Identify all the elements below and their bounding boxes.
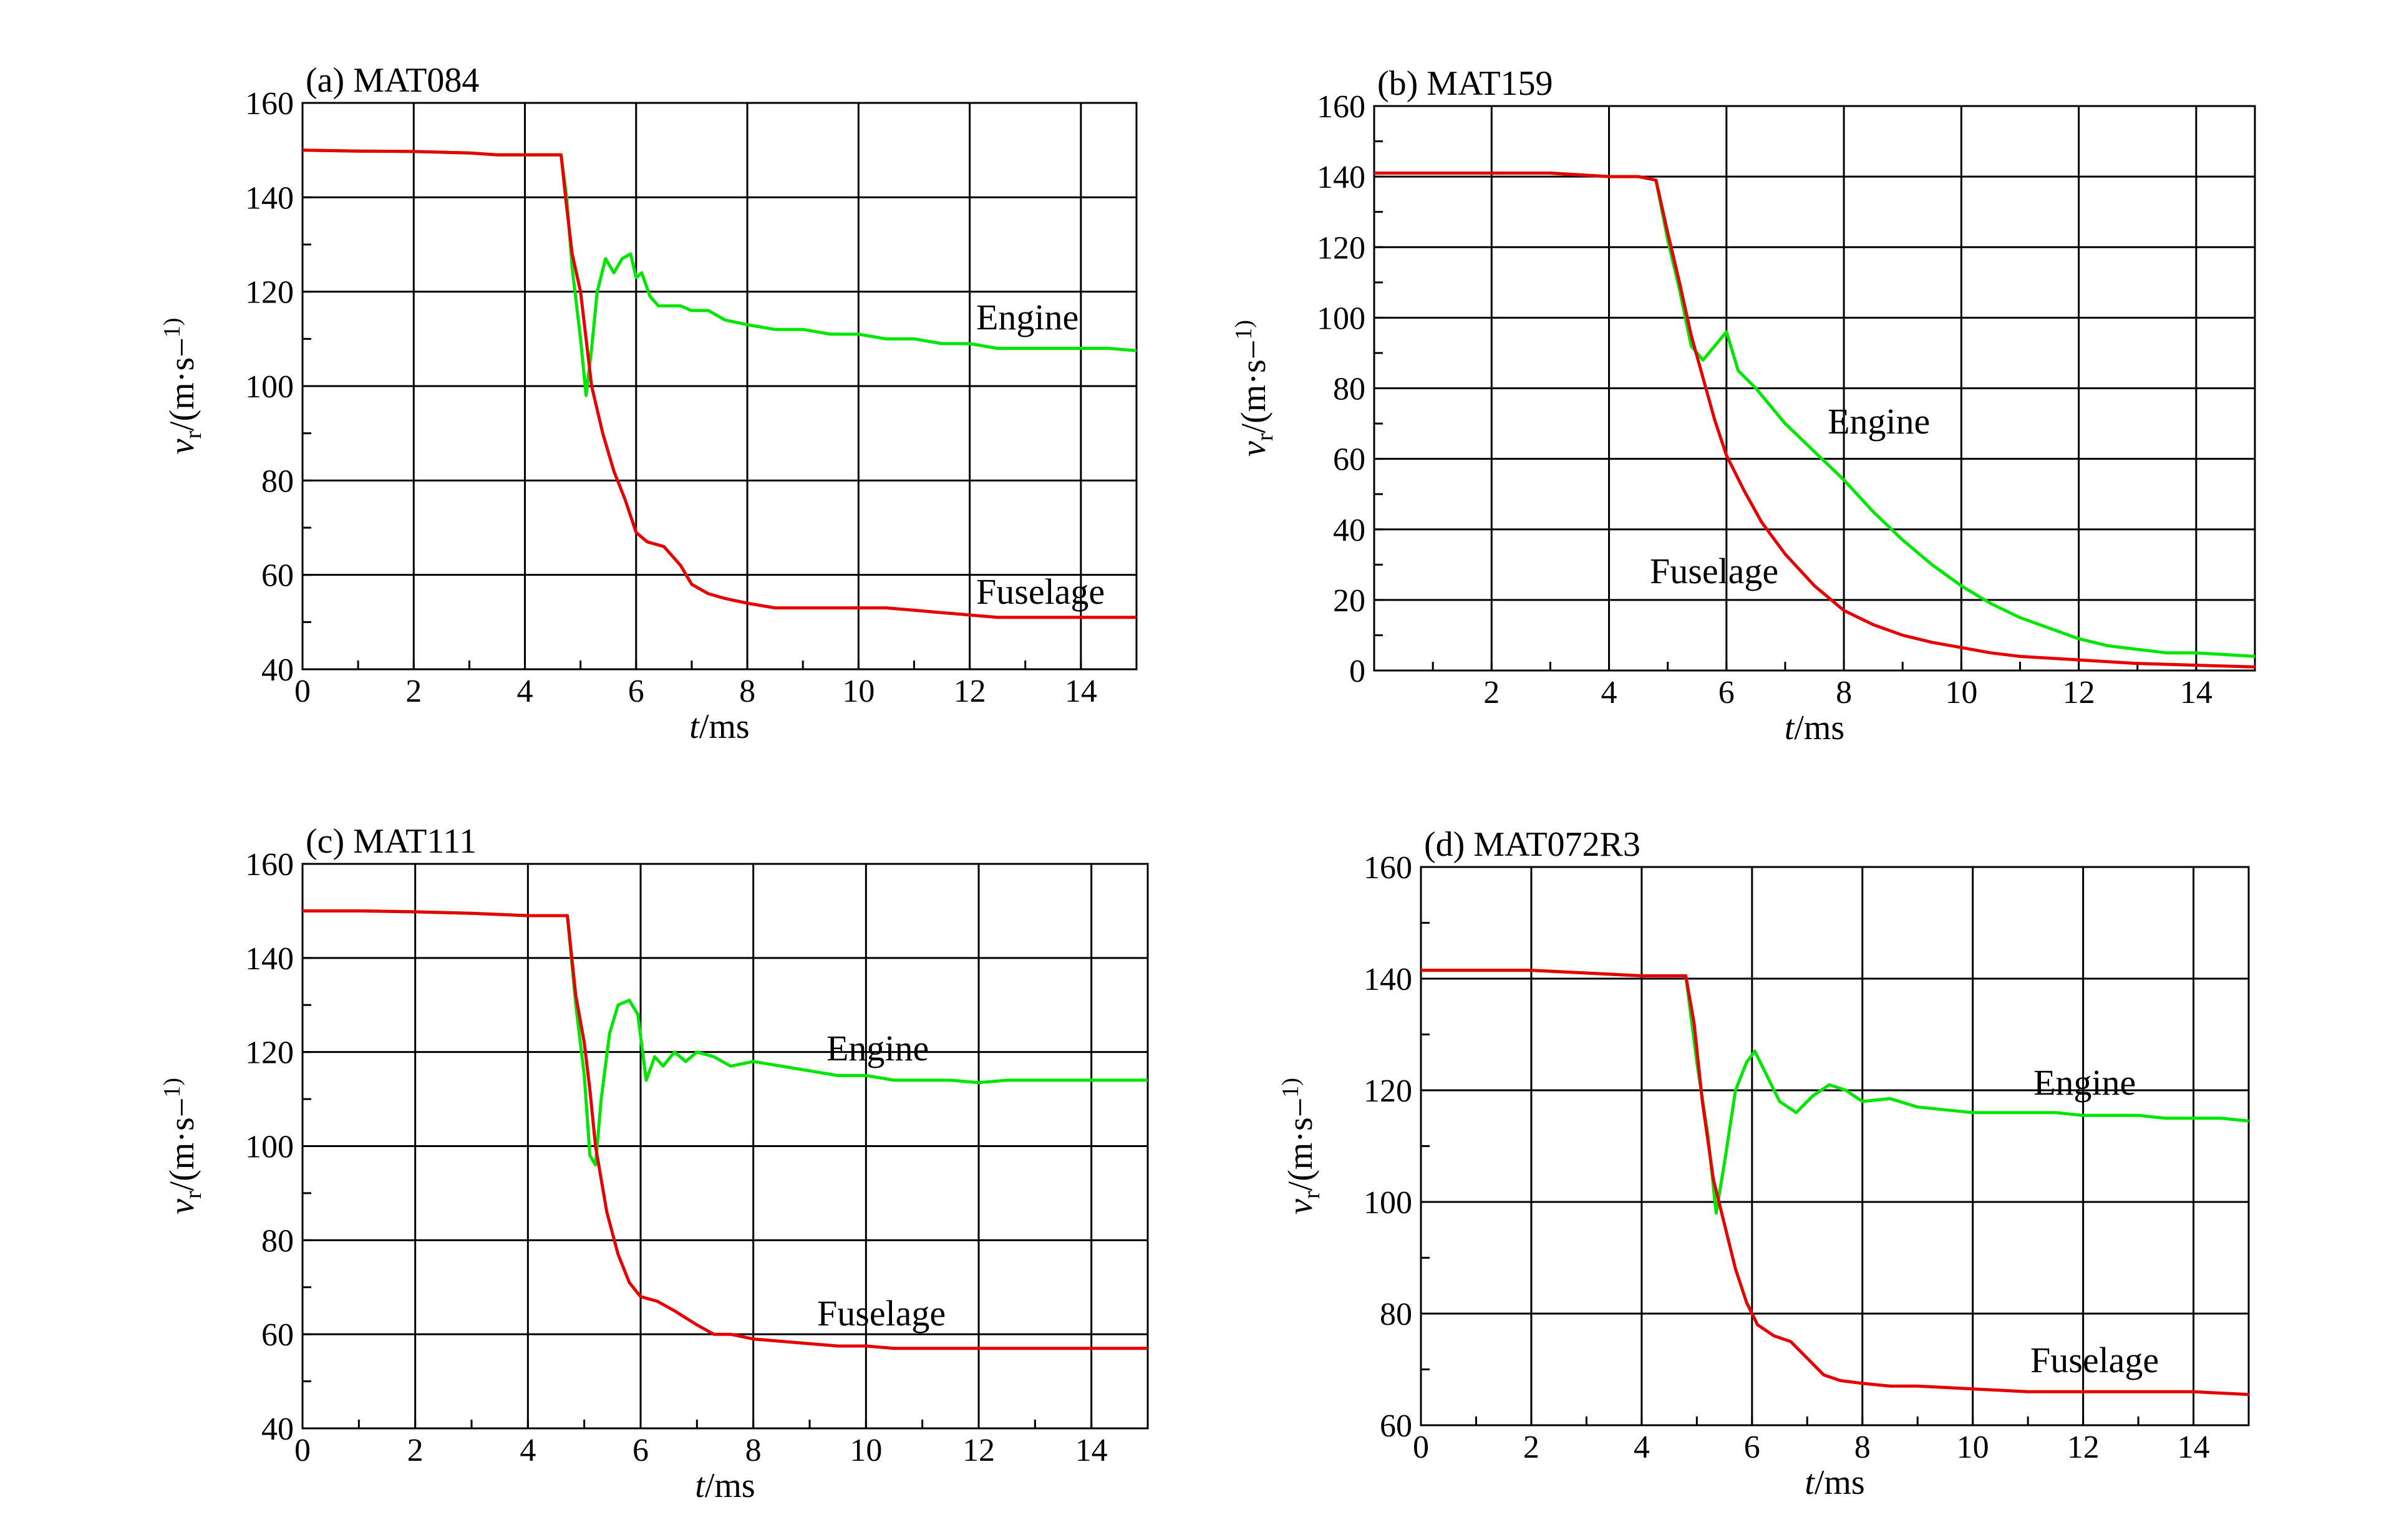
y-tick-label: 80 (1333, 372, 1365, 407)
plot-frame (301, 102, 1138, 671)
y-tick-label: 100 (245, 1130, 294, 1165)
x-tick-label: 14 (1075, 1433, 1108, 1468)
x-tick-label: 4 (520, 1433, 536, 1468)
y-tick-label: 100 (1364, 1185, 1412, 1221)
chart-panel-2: 0 20 40 60 80 100 120 140 160 2 4 6 8 10 12 14 (b) MAT15… (1231, 64, 2256, 747)
x-tick-label: 0 (1413, 1430, 1429, 1465)
x-tick-label: 0 (294, 674, 311, 709)
plot-frame (1373, 105, 2256, 672)
x-tick-label: 6 (632, 1433, 649, 1468)
y-tick-label: 140 (1364, 962, 1412, 997)
x-tick-label: 12 (962, 1433, 995, 1468)
x-tick-label: 10 (1957, 1430, 1989, 1465)
y-tick-label: 140 (245, 180, 294, 216)
x-tick-label: 8 (1836, 675, 1852, 710)
y-tick-label: 120 (245, 275, 294, 311)
chart-panel-4: 60 80 100 120 140 160 0 2 4 6 8 10 12 14 (d) MAT072R3 t… (1277, 825, 2250, 1502)
y-axis-label: vr/(m·s−1) (1277, 1078, 1325, 1214)
engine-annotation: Engine (826, 1028, 929, 1068)
x-tick-label: 10 (842, 674, 875, 709)
y-tick-label: 40 (261, 652, 294, 688)
y-tick-label: 120 (1317, 230, 1365, 266)
x-tick-label: 14 (2178, 1430, 2210, 1465)
x-tick-label: 6 (1744, 1430, 1760, 1465)
y-axis-label: vr/(m·s−1) (1231, 320, 1278, 457)
fuselage-annotation: Fuselage (1650, 551, 1778, 591)
engine-series-line (302, 148, 1137, 397)
chart-panel-1: 40 60 80 100 120 140 160 0 2 4 6 8 10 12 14 (a) MAT084 t… (159, 61, 1138, 746)
y-tick-label: 60 (1333, 442, 1365, 478)
x-tick-label: 4 (517, 674, 533, 709)
y-axis-label: vr/(m·s−1) (159, 318, 206, 455)
x-axis-label: t/ms (1785, 709, 1844, 747)
x-tick-label: 2 (407, 1433, 424, 1468)
y-tick-label: 160 (245, 86, 294, 122)
fuselage-series-line (303, 909, 1148, 1350)
x-axis-label: t/ms (689, 707, 749, 746)
y-tick-label: 0 (1349, 654, 1365, 689)
panel-title: (c) MAT111 (306, 822, 477, 861)
y-tick-label: 20 (1333, 583, 1365, 619)
panel-title: (a) MAT084 (306, 61, 479, 100)
x-tick-label: 2 (1483, 675, 1500, 710)
x-tick-label: 8 (739, 674, 755, 709)
y-tick-label: 60 (261, 558, 294, 594)
x-axis-label: t/ms (695, 1466, 755, 1505)
panel-title: (d) MAT072R3 (1424, 825, 1641, 864)
y-tick-label: 40 (1333, 513, 1365, 548)
y-axis-label: vr/(m·s−1) (159, 1078, 206, 1214)
x-tick-label: 12 (2063, 675, 2095, 710)
x-tick-label: 10 (1945, 675, 1977, 710)
y-tick-label: 60 (261, 1317, 294, 1353)
x-tick-label: 6 (1718, 675, 1735, 710)
engine-annotation: Engine (2033, 1062, 2136, 1103)
y-tick-label: 80 (261, 1223, 294, 1259)
x-axis-label: t/ms (1805, 1463, 1864, 1502)
plot-frame (1420, 866, 2250, 1426)
x-tick-label: 12 (2067, 1430, 2100, 1465)
x-tick-label: 0 (294, 1433, 311, 1468)
x-tick-label: 14 (1065, 674, 1097, 709)
x-tick-label: 2 (405, 674, 422, 709)
chart-panel-3: 40 60 80 100 120 140 160 0 2 4 6 8 10 12 14 (c) MAT111 t… (159, 822, 1149, 1505)
plot-frame (301, 863, 1149, 1430)
x-tick-label: 10 (850, 1433, 882, 1468)
x-tick-label: 2 (1523, 1430, 1539, 1465)
fuselage-annotation: Fuselage (2030, 1340, 2159, 1380)
fuselage-series-line (1421, 969, 2249, 1397)
y-tick-label: 80 (261, 463, 294, 499)
fuselage-series-line (302, 148, 1136, 619)
y-tick-label: 100 (1317, 301, 1365, 336)
x-tick-label: 4 (1601, 675, 1617, 710)
engine-series-line (303, 909, 1148, 1167)
y-tick-label: 100 (245, 369, 294, 405)
y-tick-label: 140 (1317, 160, 1365, 195)
engine-annotation: Engine (1828, 401, 1930, 442)
y-tick-label: 80 (1380, 1297, 1412, 1332)
fuselage-series-line (1374, 172, 2256, 669)
x-tick-label: 8 (745, 1433, 762, 1468)
y-tick-label: 140 (245, 941, 294, 977)
y-tick-label: 160 (245, 847, 294, 883)
x-tick-label: 6 (628, 674, 644, 709)
y-tick-label: 160 (1317, 89, 1365, 125)
fuselage-annotation: Fuselage (817, 1293, 946, 1334)
y-tick-label: 40 (261, 1412, 294, 1447)
y-tick-label: 120 (1364, 1073, 1412, 1109)
x-tick-label: 12 (954, 674, 986, 709)
panel-title: (b) MAT159 (1377, 64, 1553, 103)
y-tick-label: 60 (1380, 1408, 1412, 1444)
x-tick-label: 14 (2180, 675, 2212, 710)
fuselage-annotation: Fuselage (976, 571, 1105, 612)
y-tick-label: 160 (1364, 850, 1412, 886)
x-tick-label: 4 (1634, 1430, 1650, 1465)
y-tick-label: 120 (245, 1035, 294, 1071)
engine-annotation: Engine (976, 297, 1078, 337)
x-tick-label: 8 (1854, 1430, 1871, 1465)
